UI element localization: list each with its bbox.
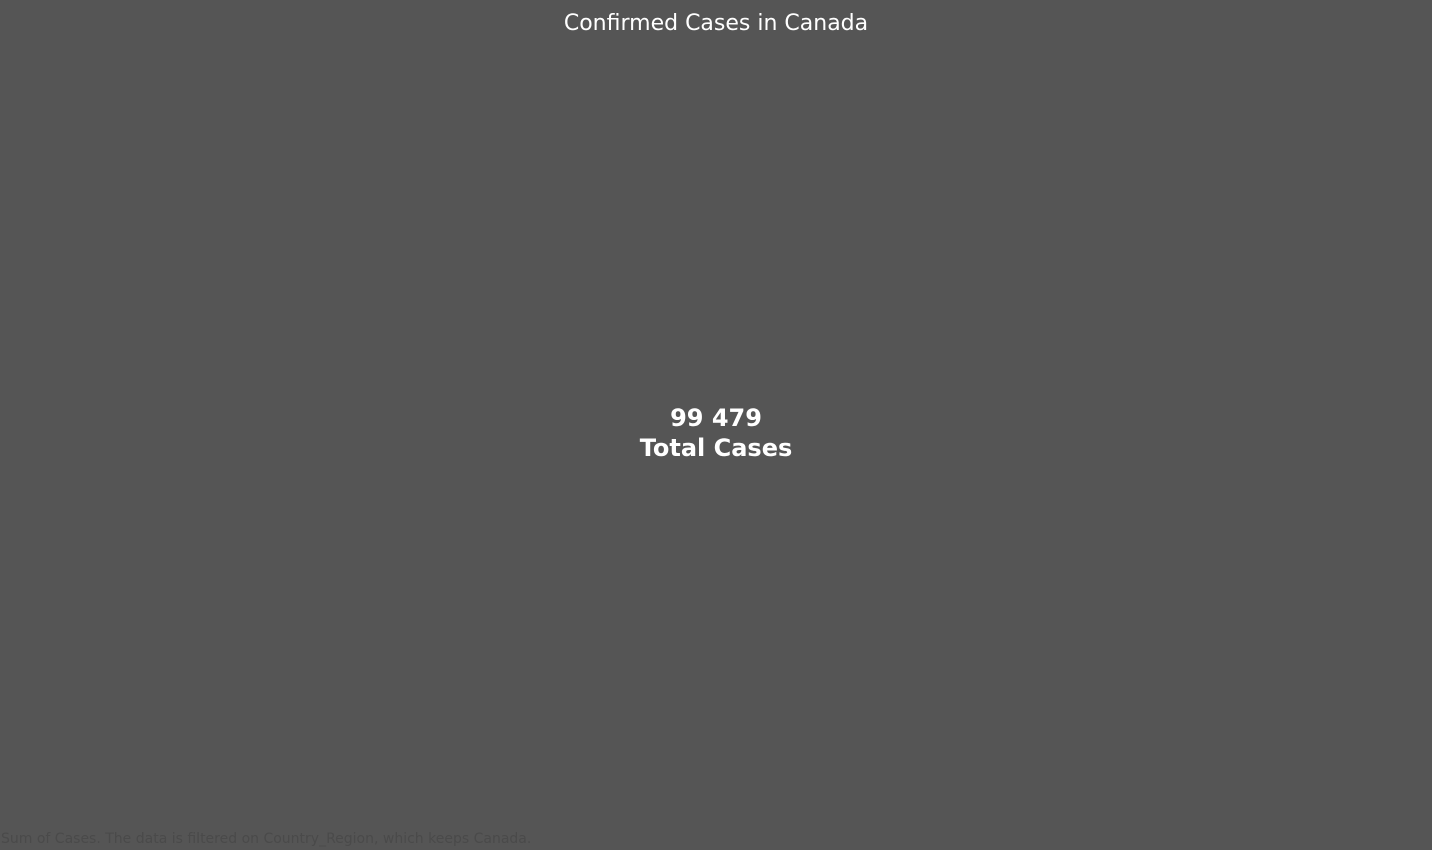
total-cases-value: 99 479 (670, 404, 762, 432)
kpi-card: 99 479 Total Cases (0, 402, 1432, 462)
total-cases-label: Total Cases (639, 434, 793, 462)
chart-caption: Sum of Cases. The data is filtered on Co… (1, 831, 532, 847)
chart-title: Confirmed Cases in Canada (563, 11, 869, 36)
